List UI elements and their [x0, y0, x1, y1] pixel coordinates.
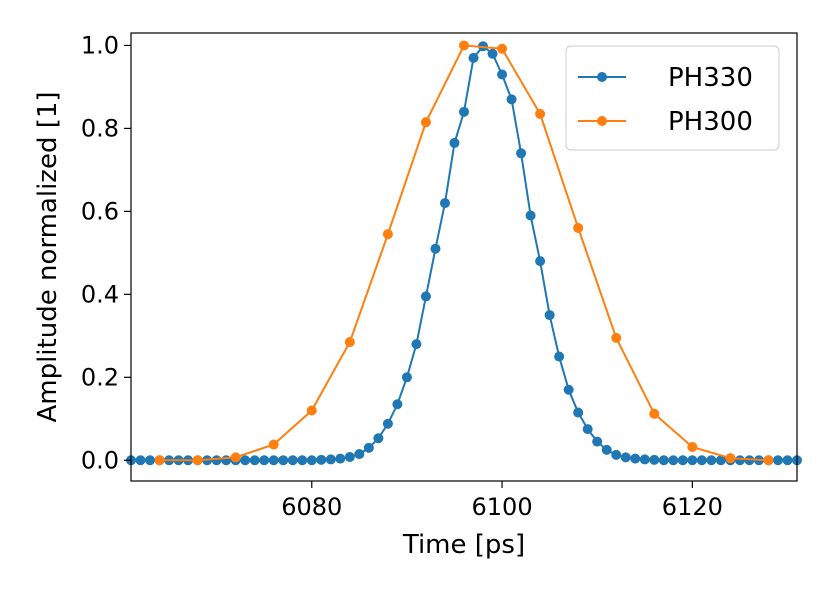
- data-point-ph330: [392, 399, 403, 410]
- data-point-ph330: [706, 455, 717, 466]
- x-tick-label: 6100: [472, 493, 533, 521]
- data-point-ph300: [230, 452, 241, 463]
- y-tick-label: 0.8: [81, 114, 119, 142]
- data-point-ph330: [772, 455, 783, 466]
- y-tick-label: 0.4: [81, 280, 119, 308]
- ticks-layer: 6080 6100 6120 0.0 0.2 0.4 0.6 0.8 1.0: [81, 31, 723, 521]
- data-point-ph330: [354, 449, 365, 460]
- data-point-ph330: [211, 455, 222, 466]
- data-point-ph300: [268, 439, 279, 450]
- data-point-ph330: [306, 455, 317, 466]
- data-point-ph330: [449, 137, 460, 148]
- data-point-ph330: [287, 455, 298, 466]
- data-point-ph300: [535, 108, 546, 119]
- plot-frame: [130, 32, 798, 482]
- legend-label-ph300: PH300: [668, 107, 753, 137]
- data-point-ph300: [382, 229, 393, 240]
- data-point-ph330: [221, 455, 232, 466]
- data-point-ph330: [430, 243, 441, 254]
- data-point-ph330: [649, 454, 660, 465]
- data-point-ph330: [249, 455, 260, 466]
- data-point-ph300: [154, 455, 165, 466]
- data-point-ph330: [620, 452, 631, 463]
- data-point-ph330: [782, 455, 793, 466]
- data-point-ph330: [363, 442, 374, 453]
- data-point-ph330: [268, 455, 279, 466]
- data-point-ph330: [592, 436, 603, 447]
- data-point-ph330: [639, 454, 650, 465]
- y-tick-label: 0.2: [81, 363, 119, 391]
- series-layer: [126, 40, 802, 466]
- data-point-ph330: [335, 453, 346, 464]
- data-point-ph330: [401, 372, 412, 383]
- data-point-ph330: [468, 52, 479, 63]
- data-point-ph330: [744, 455, 755, 466]
- data-point-ph330: [506, 94, 517, 105]
- data-point-ph330: [278, 455, 289, 466]
- data-point-ph330: [373, 433, 384, 444]
- data-point-ph330: [325, 454, 336, 465]
- x-tick-label: 6080: [281, 493, 342, 521]
- data-point-ph330: [554, 351, 565, 362]
- data-point-ph330: [582, 424, 593, 435]
- legend-marker-ph300: [597, 116, 607, 126]
- data-point-ph330: [145, 455, 156, 466]
- data-point-ph330: [715, 455, 726, 466]
- data-point-ph300: [573, 222, 584, 233]
- data-point-ph330: [687, 455, 698, 466]
- data-point-ph330: [516, 148, 527, 159]
- data-point-ph330: [316, 454, 327, 465]
- data-point-ph330: [459, 106, 469, 117]
- data-point-ph330: [630, 453, 641, 464]
- legend-box: [565, 45, 780, 151]
- data-point-ph330: [544, 310, 555, 321]
- y-tick-label: 0.0: [81, 446, 119, 474]
- data-point-ph330: [259, 455, 270, 466]
- x-axis-label: Time [ps]: [402, 530, 525, 560]
- data-point-ph330: [525, 210, 536, 221]
- data-point-ph330: [135, 455, 146, 466]
- y-tick-label: 0.6: [81, 197, 119, 225]
- data-point-ph300: [344, 337, 355, 348]
- data-point-ph300: [459, 40, 469, 51]
- data-point-ph330: [696, 455, 707, 466]
- data-point-ph330: [439, 198, 450, 209]
- data-point-ph300: [192, 455, 203, 466]
- data-point-ph330: [240, 455, 251, 466]
- y-axis-label: Amplitude normalized [1]: [33, 91, 63, 422]
- legend-label-ph330: PH330: [668, 63, 753, 93]
- data-point-ph330: [563, 384, 574, 395]
- data-point-ph300: [687, 441, 698, 452]
- data-point-ph330: [487, 48, 498, 59]
- data-point-ph330: [601, 444, 612, 455]
- data-point-ph330: [573, 407, 584, 418]
- legend: PH330 PH300: [565, 45, 780, 151]
- data-point-ph330: [535, 256, 546, 267]
- data-point-ph300: [497, 43, 508, 54]
- data-point-ph330: [611, 449, 622, 460]
- data-point-ph300: [611, 332, 622, 343]
- data-point-ph330: [297, 455, 308, 466]
- data-point-ph330: [668, 455, 679, 466]
- data-point-ph330: [420, 291, 431, 302]
- data-point-ph300: [420, 117, 431, 128]
- data-point-ph300: [763, 455, 774, 466]
- y-tick-label: 1.0: [81, 31, 119, 59]
- data-point-ph300: [306, 405, 317, 416]
- data-point-ph300: [725, 453, 736, 464]
- data-point-ph300: [649, 408, 660, 419]
- data-point-ph330: [382, 418, 393, 429]
- data-point-ph330: [344, 451, 355, 462]
- data-point-ph330: [677, 455, 688, 466]
- data-point-ph330: [658, 455, 669, 466]
- data-point-ph330: [497, 69, 508, 80]
- legend-marker-ph330: [597, 72, 607, 82]
- data-point-ph330: [411, 339, 422, 350]
- data-point-ph330: [734, 455, 745, 466]
- x-tick-label: 6120: [662, 493, 723, 521]
